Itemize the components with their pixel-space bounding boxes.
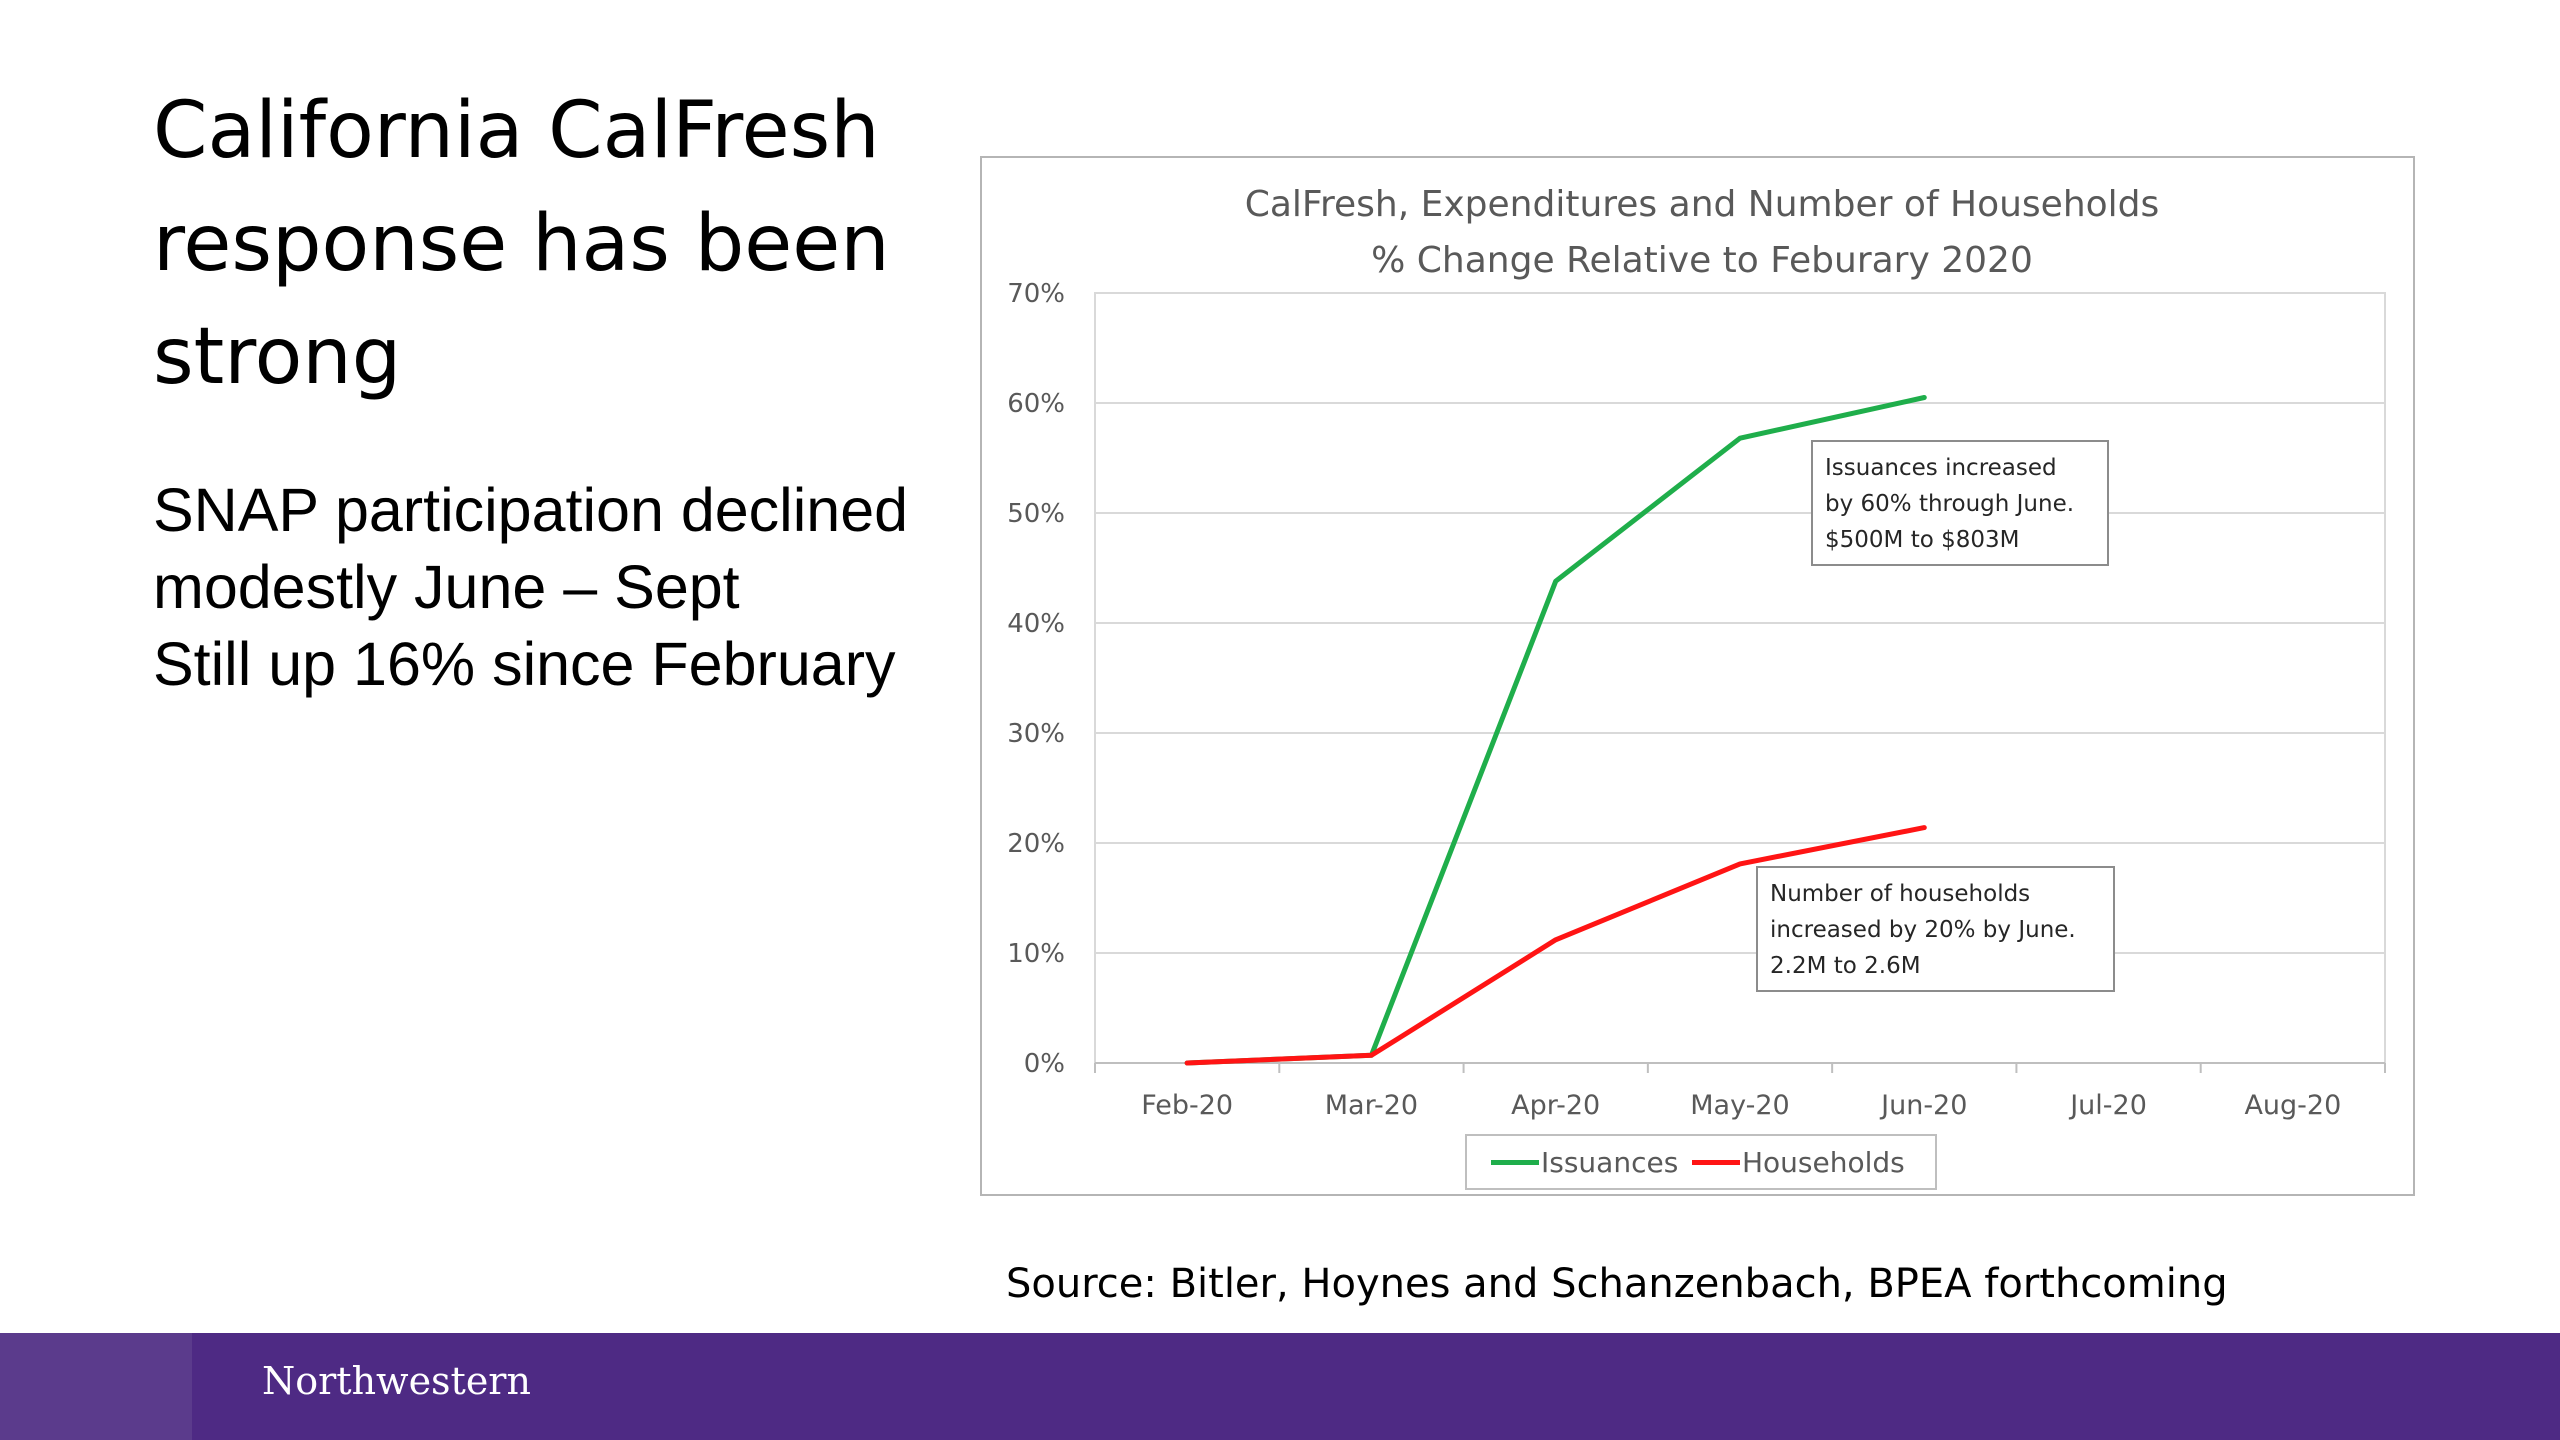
footer-accent-block	[0, 1333, 192, 1440]
annotation-line: 2.2M to 2.6M	[1770, 953, 1921, 979]
slide-title: California CalFresh response has been st…	[153, 86, 890, 402]
northwestern-logo: Northwestern	[262, 1359, 531, 1403]
chart-container: CalFresh, Expenditures and Number of Hou…	[980, 156, 2415, 1196]
y-axis-ticks: 0% 10% 20% 30% 40% 50% 60% 70%	[1007, 279, 1065, 1079]
annotation-line: $500M to $803M	[1825, 527, 2020, 553]
annotation-line: Number of households	[1770, 881, 2031, 907]
y-tick-label: 70%	[1007, 279, 1065, 309]
x-tick-label: Feb-20	[1141, 1090, 1233, 1121]
chart-legend: Issuances Households	[1465, 1134, 1937, 1190]
legend-item-households: Households	[1692, 1146, 1905, 1179]
x-tick-label: Aug-20	[2244, 1090, 2341, 1121]
y-tick-label: 0%	[1024, 1049, 1065, 1079]
x-tick-label: Apr-20	[1511, 1090, 1600, 1121]
body-paragraph-participation: SNAP participation declined modestly Jun…	[153, 476, 909, 621]
chart-subtitle: % Change Relative to Feburary 2020	[1371, 240, 2033, 281]
x-tick-label: Mar-20	[1325, 1090, 1418, 1121]
y-tick-label: 50%	[1007, 499, 1065, 529]
series-line-households	[1184, 825, 1927, 1066]
line-chart: CalFresh, Expenditures and Number of Hou…	[1007, 184, 2386, 1121]
series-lines	[1184, 395, 1927, 1066]
legend-label-issuances: Issuances	[1541, 1146, 1679, 1179]
footer-bar: Northwestern	[0, 1333, 2560, 1440]
y-tick-label: 10%	[1007, 939, 1065, 969]
annotation-line: Issuances increased	[1825, 455, 2057, 481]
plot-area-border	[1094, 292, 2386, 1064]
y-tick-label: 30%	[1007, 719, 1065, 749]
annotation-line: by 60% through June.	[1825, 491, 2075, 517]
annotation-households: Number of households increased by 20% by…	[1756, 866, 2115, 992]
x-tick-label: May-20	[1690, 1090, 1789, 1121]
body-paragraph-still-up: Still up 16% since February	[153, 630, 896, 698]
source-citation: Source: Bitler, Hoynes and Schanzenbach,…	[1006, 1261, 2228, 1307]
x-tick-label: Jun-20	[1879, 1090, 1967, 1121]
annotation-line: increased by 20% by June.	[1770, 917, 2076, 943]
legend-swatch-households	[1692, 1160, 1740, 1165]
y-tick-label: 40%	[1007, 609, 1065, 639]
y-tick-label: 20%	[1007, 829, 1065, 859]
legend-item-issuances: Issuances	[1491, 1146, 1678, 1179]
chart-title: CalFresh, Expenditures and Number of Hou…	[1245, 184, 2160, 225]
x-axis-ticks: Feb-20 Mar-20 Apr-20 May-20 Jun-20 Jul-20 Aug-…	[1141, 1090, 2341, 1121]
y-tick-label: 60%	[1007, 389, 1065, 419]
annotation-issuances: Issuances increased by 60% through June.…	[1811, 440, 2109, 566]
gridlines	[1094, 292, 2386, 1073]
slide-body: SNAP participation declined modestly Jun…	[153, 472, 973, 703]
legend-label-households: Households	[1742, 1146, 1905, 1179]
x-tick-label: Jul-20	[2068, 1090, 2147, 1121]
legend-swatch-issuances	[1491, 1160, 1539, 1165]
